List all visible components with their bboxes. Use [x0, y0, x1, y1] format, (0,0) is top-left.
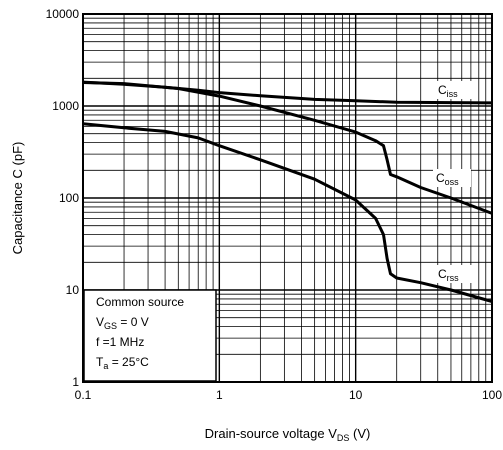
series-label-crss: Crss: [438, 267, 459, 283]
y-axis-title: Capacitance C (pF): [10, 142, 25, 255]
y-tick-label: 10000: [46, 7, 80, 21]
y-tick-label: 1: [72, 375, 79, 389]
x-tick-label: 1: [216, 388, 223, 402]
conditions-title: Common source: [96, 295, 184, 309]
series-line-crss: [82, 122, 493, 303]
series-label-bg: [435, 265, 473, 283]
series-label-bg: [435, 81, 473, 99]
x-tick-label: 100: [482, 388, 502, 402]
conditions-line: Ta = 25°C: [96, 355, 149, 371]
x-tick-label: 0.1: [75, 388, 92, 402]
x-tick-label: 10: [349, 388, 363, 402]
series-label-coss: Coss: [436, 171, 459, 187]
x-axis-title: Drain-source voltage VDS (V): [205, 426, 371, 443]
plot-frame: [82, 13, 493, 383]
series-label-ciss: Ciss: [438, 83, 458, 99]
conditions-box: [83, 289, 217, 382]
curves: [82, 80, 493, 303]
series-line-coss: [82, 81, 493, 215]
axis-titles: Drain-source voltage VDS (V) Capacitance …: [10, 142, 370, 443]
series-labels: Ciss Coss Crss: [433, 81, 473, 283]
conditions-text: Common source VGS = 0 V f =1 MHz Ta = 25°C: [96, 295, 184, 371]
conditions-line: f =1 MHz: [96, 335, 144, 349]
conditions-line: VGS = 0 V: [96, 315, 149, 331]
y-tick-label: 100: [59, 191, 79, 205]
series-label-bg: [433, 169, 471, 187]
y-tick-label: 10: [66, 283, 80, 297]
y-tick-label: 1000: [52, 99, 79, 113]
